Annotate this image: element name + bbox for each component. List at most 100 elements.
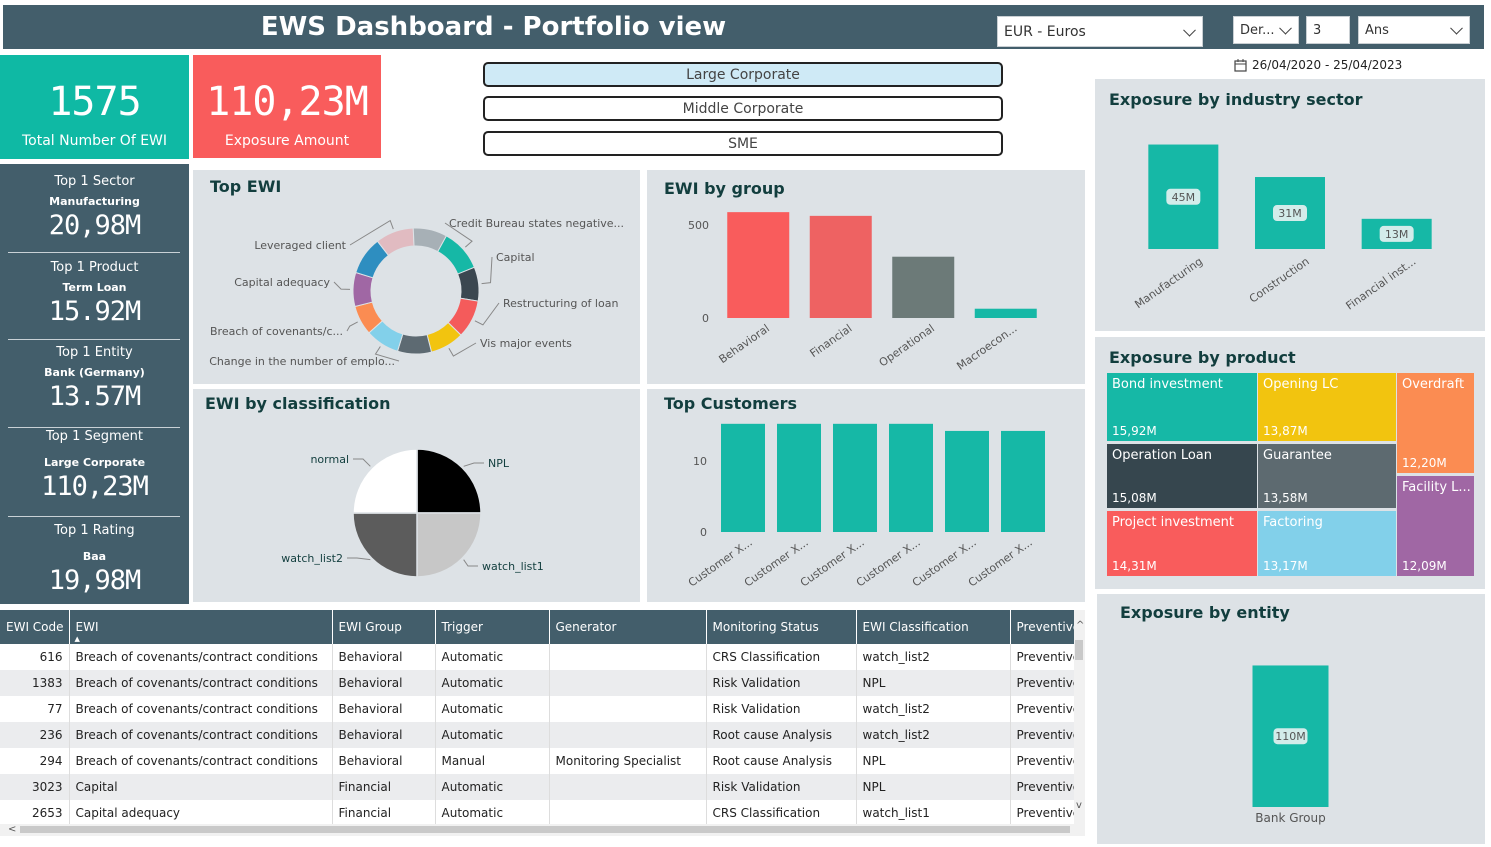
table-cell: CRS Classification — [706, 800, 857, 826]
column-header[interactable]: Preventive — [1010, 610, 1080, 644]
column-header[interactable]: EWI Classification — [856, 610, 1011, 644]
industry-bar-chart[interactable]: 45M Manufacturing 31M Construction 13M Financ… — [1095, 79, 1485, 331]
table-cell: watch_list2 — [856, 644, 1011, 670]
data-label-bg — [1273, 728, 1308, 745]
bar — [777, 423, 821, 532]
period-count-input[interactable]: 3 — [1306, 16, 1350, 44]
card-sub: Bank (Germany) — [44, 366, 145, 379]
column-header[interactable]: Trigger — [435, 610, 550, 644]
chevron-up-icon[interactable]: ^ — [1076, 620, 1085, 631]
entity-bar-chart[interactable]: 110M Bank Group — [1097, 594, 1485, 844]
segment-sme[interactable]: SME — [483, 131, 1003, 156]
treemap-value: 13,87M — [1263, 424, 1308, 438]
table-cell: Automatic — [435, 774, 550, 800]
data-label-bg — [1273, 205, 1307, 222]
top-ewi-donut-chart[interactable]: Credit Bureau states negative... Capital R… — [193, 170, 640, 384]
table-cell: Automatic — [435, 670, 550, 696]
column-header[interactable]: Monitoring Status — [706, 610, 857, 644]
scrollbar-thumb[interactable] — [1075, 640, 1083, 660]
treemap-label: Operation Loan — [1112, 448, 1213, 463]
top-entity-card: Top 1 Entity Bank (Germany) 13.57M — [0, 345, 189, 412]
treemap-label: Facility L... — [1402, 480, 1471, 495]
leader-line — [374, 346, 400, 362]
table-cell: Breach of covenants/contract conditions — [69, 644, 333, 670]
ewi-classification-pie-chart[interactable]: NPL watch_list1 watch_list2 normal — [193, 389, 640, 602]
date-range[interactable]: 26/04/2020 - 25/04/2023 — [1234, 58, 1402, 72]
chevron-left-icon[interactable]: < — [8, 824, 17, 835]
treemap-cell[interactable]: Guarantee 13,58M — [1258, 444, 1396, 508]
table-row[interactable]: 77 Breach of covenants/contract condition… — [0, 696, 1080, 722]
treemap-label: Bond investment — [1112, 377, 1223, 392]
treemap-value: 15,92M — [1112, 424, 1157, 438]
treemap-cell[interactable]: Operation Loan 15,08M — [1107, 444, 1257, 508]
table-cell: 236 — [0, 722, 70, 748]
table-cell — [549, 774, 707, 800]
leader-line — [463, 559, 478, 567]
horizontal-scrollbar[interactable]: < — [0, 824, 1085, 836]
slice-label: Vis major events — [480, 337, 572, 350]
x-tick-label: Financial inst... — [1344, 255, 1419, 313]
table-cell: NPL — [856, 774, 1011, 800]
slice-label: Restructuring of loan — [503, 297, 618, 310]
ewi-group-bar-chart[interactable]: 0 500 Behavioral Financial Operational Macroe… — [647, 170, 1085, 384]
vertical-scrollbar[interactable]: ^ v — [1074, 610, 1085, 824]
card-sub: Manufacturing — [49, 195, 140, 208]
table-row[interactable]: 294 Breach of covenants/contract conditio… — [0, 748, 1080, 774]
table-cell: Manual — [435, 748, 550, 774]
x-tick-label: Macroecon... — [954, 322, 1019, 373]
pie-slice — [352, 448, 418, 514]
column-header[interactable]: Generator — [549, 610, 707, 644]
treemap-cell[interactable]: Bond investment 15,92M — [1107, 373, 1257, 441]
treemap-cell[interactable]: Project investment 14,31M — [1107, 511, 1257, 576]
table-cell — [549, 696, 707, 722]
panel-title: EWI by group — [664, 179, 785, 198]
treemap-value: 15,08M — [1112, 491, 1157, 505]
column-header[interactable]: EWI Group — [332, 610, 436, 644]
donut-slice — [412, 227, 448, 253]
chevron-down-icon[interactable]: v — [1076, 800, 1082, 811]
card-sub: Large Corporate — [43, 456, 146, 469]
treemap-cell[interactable]: Overdraft 12,20M — [1397, 373, 1474, 473]
treemap-label: Overdraft — [1402, 377, 1465, 392]
slice-label: watch_list2 — [281, 552, 343, 565]
treemap-cell[interactable]: Facility L... 12,09M — [1397, 476, 1474, 576]
table-cell — [549, 722, 707, 748]
period-unit-select[interactable]: Der... — [1233, 16, 1299, 44]
table-cell: Automatic — [435, 644, 550, 670]
column-header[interactable]: EWI Code — [0, 610, 70, 644]
segment-large-corporate[interactable]: Large Corporate — [483, 62, 1003, 87]
product-treemap[interactable]: Bond investment 15,92M Operation Loan 15,08… — [1107, 373, 1474, 576]
table-cell: Risk Validation — [706, 774, 857, 800]
treemap-cell[interactable]: Opening LC 13,87M — [1258, 373, 1396, 441]
x-tick-label: Operational — [877, 322, 937, 370]
period-scale-value: Ans — [1365, 22, 1389, 38]
table-cell: Behavioral — [332, 722, 436, 748]
table-cell: Breach of covenants/contract conditions — [69, 722, 333, 748]
card-title: Top 1 Product — [50, 260, 139, 275]
treemap-value: 13,17M — [1263, 559, 1308, 573]
table-row[interactable]: 1383 Breach of covenants/contract conditi… — [0, 670, 1080, 696]
divider — [8, 427, 180, 428]
currency-select[interactable]: EUR - Euros — [997, 16, 1203, 47]
period-scale-select[interactable]: Ans — [1358, 16, 1470, 44]
top-segment-card: Top 1 Segment Large Corporate 110,23M — [0, 429, 189, 502]
column-header[interactable]: EWI ▲ — [69, 610, 333, 644]
divider — [8, 252, 180, 253]
table-row[interactable]: 616 Breach of covenants/contract conditio… — [0, 644, 1080, 670]
segment-middle-corporate[interactable]: Middle Corporate — [483, 96, 1003, 121]
scrollbar-thumb[interactable] — [20, 826, 1070, 833]
chevron-down-icon — [1183, 23, 1196, 37]
leader-line — [349, 219, 394, 246]
ewi-table: EWI Code EWI ▲ EWI Group Trigger Generator Mon… — [0, 610, 1085, 836]
card-title: Top 1 Rating — [54, 523, 135, 538]
chevron-down-icon — [1279, 21, 1292, 35]
card-value: 19,98M — [48, 565, 142, 596]
top-sector-card: Top 1 Sector Manufacturing 20,98M — [0, 174, 189, 241]
table-row[interactable]: 2653 Capital adequacy Financial Automatic CR… — [0, 800, 1080, 826]
table-cell: Behavioral — [332, 644, 436, 670]
treemap-cell[interactable]: Factoring 13,17M — [1258, 511, 1396, 576]
table-row[interactable]: 3023 Capital Financial Automatic Risk Valida… — [0, 774, 1080, 800]
table-row[interactable]: 236 Breach of covenants/contract conditio… — [0, 722, 1080, 748]
kpi-label: Exposure Amount — [224, 133, 350, 149]
